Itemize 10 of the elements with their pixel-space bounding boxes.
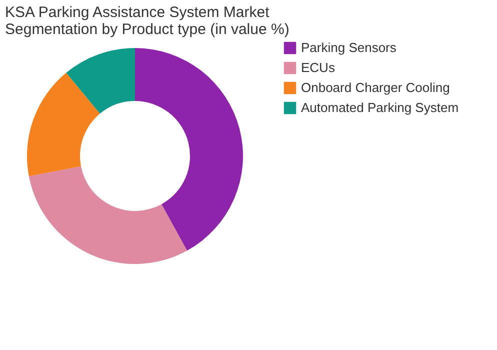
legend-label: Automated Parking System [301,100,459,115]
legend-label: ECUs [301,60,336,75]
donut-slice [28,166,188,264]
legend-label: Onboard Charger Cooling [301,80,450,95]
text: Segmentation by Product type (in value %) [5,21,290,38]
donut-slice [27,72,100,176]
text: KSA Parking Assistance System Market [5,4,270,21]
legend-label: Parking Sensors [301,40,397,55]
donut-slice [135,48,243,251]
donut-slice [66,48,135,114]
